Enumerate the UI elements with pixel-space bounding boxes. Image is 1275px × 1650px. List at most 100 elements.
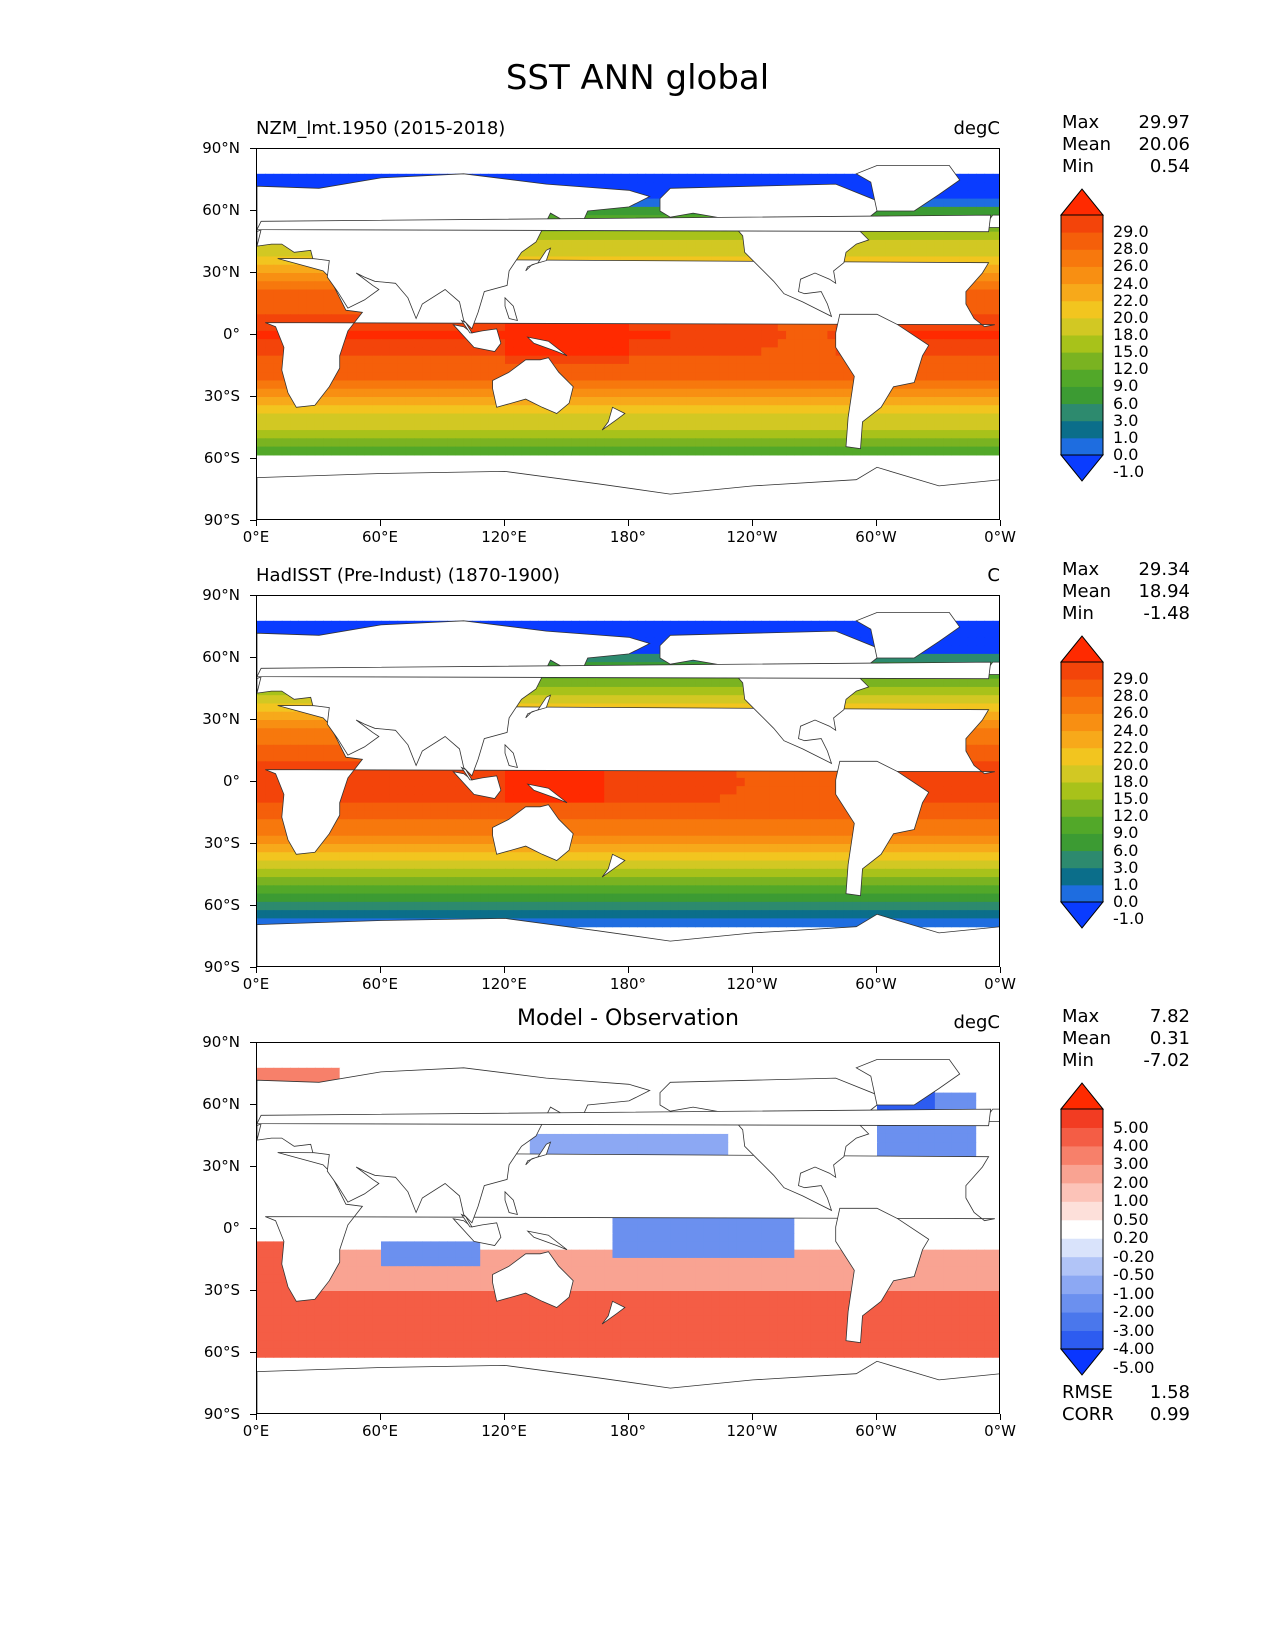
colorbar	[1059, 635, 1105, 933]
land-mass	[257, 661, 992, 680]
stat-value: 18.94	[1138, 581, 1190, 602]
lon-tick-label: 0°W	[984, 1422, 1016, 1440]
stats-block: Max 7.82 Mean 0.31 Min -7.02	[1062, 1006, 1190, 1072]
land-mass	[452, 771, 502, 799]
lat-tick	[250, 458, 256, 459]
land-mass	[257, 1122, 262, 1141]
land-mass	[257, 214, 992, 233]
colorbar-tick-label: 15.0	[1113, 789, 1149, 809]
metric-value: 1.58	[1149, 1382, 1190, 1403]
lon-tick	[876, 1414, 877, 1420]
colorbar-tick-label: -0.50	[1113, 1265, 1155, 1285]
lat-tick-label: 60°S	[203, 896, 240, 914]
land-mass	[492, 357, 574, 414]
colorbar-tick-label: 29.0	[1113, 222, 1149, 242]
colorbar	[1059, 1082, 1105, 1380]
panel-title: Model - Observation	[517, 1006, 739, 1031]
colorbar-tick-label: 22.0	[1113, 737, 1149, 757]
metric-label: RMSE	[1062, 1382, 1113, 1403]
lon-tick-label: 0°E	[242, 1422, 270, 1440]
lon-tick	[256, 1414, 257, 1420]
lon-tick-label: 180°	[609, 1422, 647, 1440]
colorbar-tick-label: 18.0	[1113, 325, 1149, 344]
colorbar-tick-label: -4.00	[1113, 1339, 1155, 1358]
land-mass	[452, 324, 502, 352]
panel-observation: HadISST (Pre-Indust) (1870-1900) C 90°N 60°…	[0, 559, 1275, 1035]
stat-label: Max	[1062, 112, 1100, 133]
lon-tick-label: 120°W	[726, 528, 778, 546]
stat-value: 0.31	[1149, 1028, 1190, 1049]
lon-tick-label: 120°W	[726, 975, 778, 993]
colorbar-tick-label: 29.0	[1113, 669, 1149, 689]
figure-title: SST ANN global	[505, 58, 770, 98]
land-mass	[835, 760, 930, 897]
lat-tick-label: 60°S	[203, 1343, 240, 1361]
lon-tick-label: 60°E	[361, 1422, 399, 1440]
land-mass	[257, 913, 999, 966]
lon-tick	[1000, 967, 1001, 973]
land-mass	[452, 1218, 502, 1246]
lat-tick-label: 60°N	[202, 201, 240, 219]
lon-tick-label: 60°W	[855, 528, 897, 546]
stat-label: Mean	[1062, 1028, 1112, 1049]
lon-tick-label: 60°E	[361, 975, 399, 993]
lon-tick	[876, 967, 877, 973]
lat-tick-label: 0°	[222, 772, 240, 790]
lat-tick	[250, 1166, 256, 1167]
land-mass	[257, 466, 999, 519]
panel-title: HadISST (Pre-Indust) (1870-1900)	[256, 565, 560, 586]
lat-tick	[250, 1228, 256, 1229]
land-mass	[525, 1141, 552, 1166]
land-mass	[257, 1067, 651, 1224]
panel-title: NZM_lmt.1950 (2015-2018)	[256, 118, 506, 139]
lat-tick-label: 90°S	[203, 1405, 240, 1423]
metric-label: CORR	[1062, 1404, 1114, 1425]
lon-tick	[504, 967, 505, 973]
lat-tick	[250, 1042, 256, 1043]
lon-tick	[380, 1414, 381, 1420]
colorbar-tick-label: 24.0	[1113, 720, 1149, 740]
lat-tick	[250, 148, 256, 149]
stat-value: 7.82	[1149, 1006, 1190, 1027]
colorbar-tick-label: -1.0	[1113, 462, 1145, 482]
lat-tick	[250, 1414, 256, 1415]
lon-tick-label: 60°E	[361, 528, 399, 546]
colorbar-tick-label: 5.00	[1113, 1117, 1149, 1137]
lat-tick	[250, 272, 256, 273]
colorbar-tick-label: 4.00	[1113, 1135, 1149, 1155]
colorbar-tick-label: 18.0	[1113, 772, 1149, 791]
colorbar-tick-label: 24.0	[1113, 273, 1149, 293]
land-mass	[526, 336, 568, 357]
lat-tick-label: 60°S	[203, 449, 240, 467]
colorbar-tick-label: 26.0	[1113, 703, 1149, 723]
lat-tick-label: 30°N	[202, 263, 240, 281]
colorbar-tick-label: 6.0	[1113, 393, 1139, 413]
land-mass	[257, 173, 651, 330]
panel-units: C	[987, 565, 1000, 586]
stat-label: Max	[1062, 559, 1100, 580]
lon-tick	[752, 967, 753, 973]
colorbar-tick-label: -5.00	[1113, 1357, 1155, 1377]
lon-tick	[752, 520, 753, 526]
land-mass	[855, 1059, 961, 1106]
lon-tick	[1000, 520, 1001, 526]
lat-tick	[250, 1352, 256, 1353]
error-metrics: RMSE 1.58 CORR 0.99	[1062, 1382, 1190, 1426]
land-mass	[835, 1207, 930, 1344]
lon-tick	[628, 520, 629, 526]
colorbar-tick-label: 0.50	[1113, 1209, 1149, 1229]
lon-tick-label: 180°	[609, 975, 647, 993]
land-mass	[525, 247, 552, 272]
lat-tick-label: 30°S	[203, 1281, 240, 1299]
colorbar-tick-label: 9.0	[1113, 376, 1139, 396]
lon-tick-label: 120°W	[726, 1422, 778, 1440]
lat-tick	[250, 719, 256, 720]
land-mass	[257, 1108, 992, 1127]
colorbar-tick-label: -0.20	[1113, 1246, 1155, 1266]
map-field	[257, 1059, 999, 1413]
stat-label: Max	[1062, 1006, 1100, 1027]
panel-units: degC	[953, 118, 1001, 139]
lat-tick-label: 30°N	[202, 1157, 240, 1175]
land-mass	[460, 1213, 473, 1228]
lat-tick-label: 30°N	[202, 710, 240, 728]
